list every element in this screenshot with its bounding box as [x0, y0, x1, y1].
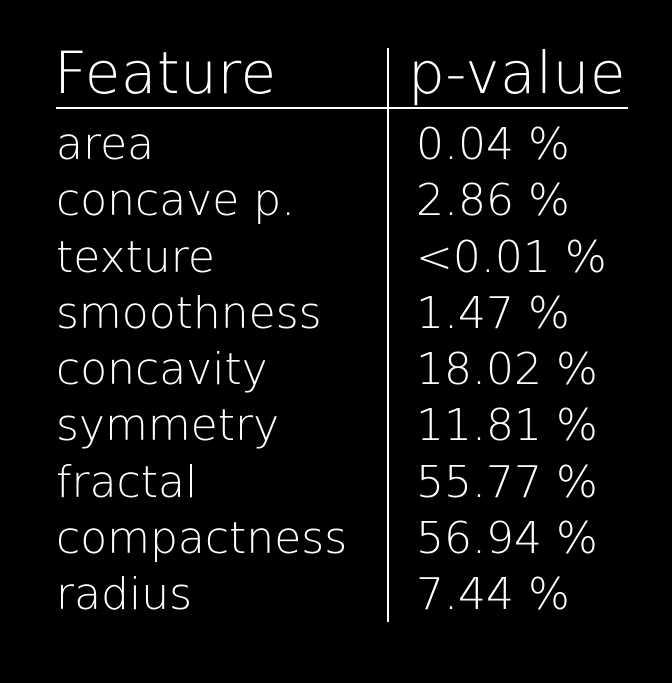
table-body: area 0.04 % concave p. 2.86 % texture <0… — [0, 117, 672, 624]
table-row: concave p. 2.86 % — [0, 173, 672, 229]
table-row: fractal 55.77 % — [0, 455, 672, 511]
feature-cell: smoothness — [56, 287, 322, 339]
pvalue-cell: 0.04 % — [416, 119, 570, 170]
header-rule — [56, 107, 628, 109]
header-feature: Feature — [54, 39, 277, 107]
table-row: area 0.04 % — [0, 117, 672, 173]
feature-cell: texture — [56, 231, 215, 283]
table-row: compactness 56.94 % — [0, 511, 672, 567]
feature-cell: area — [56, 119, 155, 170]
feature-cell: concave p. — [56, 175, 296, 227]
pvalue-cell: 11.81 % — [416, 400, 598, 452]
table-row: symmetry 11.81 % — [0, 398, 672, 454]
table-row: concavity 18.02 % — [0, 342, 672, 398]
pvalue-cell: 7.44 % — [416, 569, 570, 621]
feature-cell: symmetry — [56, 400, 280, 452]
feature-cell: compactness — [56, 513, 348, 565]
column-divider — [387, 48, 389, 622]
feature-cell: radius — [56, 569, 193, 621]
table-row: smoothness 1.47 % — [0, 286, 672, 342]
table-row: radius 7.44 % — [0, 567, 672, 623]
feature-cell: concavity — [56, 344, 268, 396]
table-row: texture <0.01 % — [0, 230, 672, 286]
pvalue-cell: 18.02 % — [416, 344, 598, 396]
pvalue-cell: 56.94 % — [416, 513, 598, 565]
feature-cell: fractal — [56, 456, 198, 508]
pvalue-cell: 1.47 % — [416, 287, 570, 339]
pvalue-cell: 2.86 % — [416, 175, 570, 227]
header-pvalue: p-value — [408, 39, 627, 107]
pvalue-cell: <0.01 % — [416, 231, 607, 283]
pvalue-cell: 55.77 % — [416, 456, 598, 508]
